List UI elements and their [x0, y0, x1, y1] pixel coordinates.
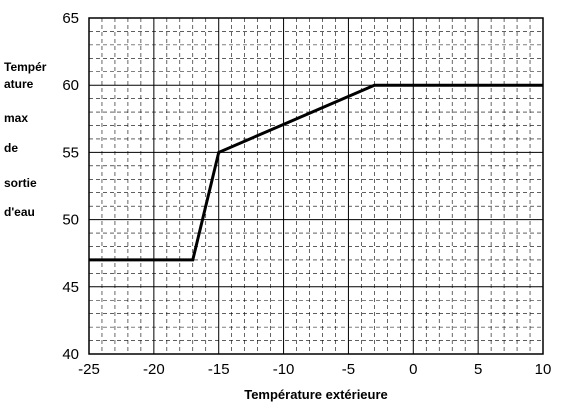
major-grid	[89, 18, 543, 354]
x-tick-label: -20	[143, 361, 165, 378]
y-axis-label-line: sortie	[4, 176, 37, 190]
minor-grid	[89, 18, 543, 354]
x-axis-ticks: -25 -20 -15 -10 -5 0 5 10	[78, 361, 551, 378]
y-tick-label: 40	[62, 346, 79, 363]
y-axis-label-line: de	[4, 141, 19, 155]
y-tick-label: 60	[62, 77, 79, 94]
y-tick-label: 50	[62, 212, 79, 229]
y-axis-label-line: ature	[4, 77, 34, 91]
x-axis-label: Température extérieure	[244, 387, 388, 402]
y-tick-label: 45	[62, 279, 79, 296]
y-tick-label: 65	[62, 10, 79, 27]
x-tick-label: -5	[342, 361, 355, 378]
y-axis-ticks: 40 45 50 55 60 65	[62, 10, 79, 363]
x-tick-label: -15	[208, 361, 230, 378]
data-series	[89, 83, 543, 262]
x-tick-label: 5	[474, 361, 482, 378]
x-tick-label: 10	[535, 361, 552, 378]
y-axis-label-line: d'eau	[4, 205, 35, 219]
y-tick-label: 55	[62, 144, 79, 161]
x-tick-label: -10	[273, 361, 295, 378]
y-axis-label-line: Tempér	[4, 60, 47, 74]
x-tick-label: -25	[78, 361, 100, 378]
x-tick-label: 0	[409, 361, 417, 378]
series-line	[89, 83, 543, 262]
y-axis-label-line: max	[4, 111, 29, 125]
plot-frame	[88, 17, 544, 355]
